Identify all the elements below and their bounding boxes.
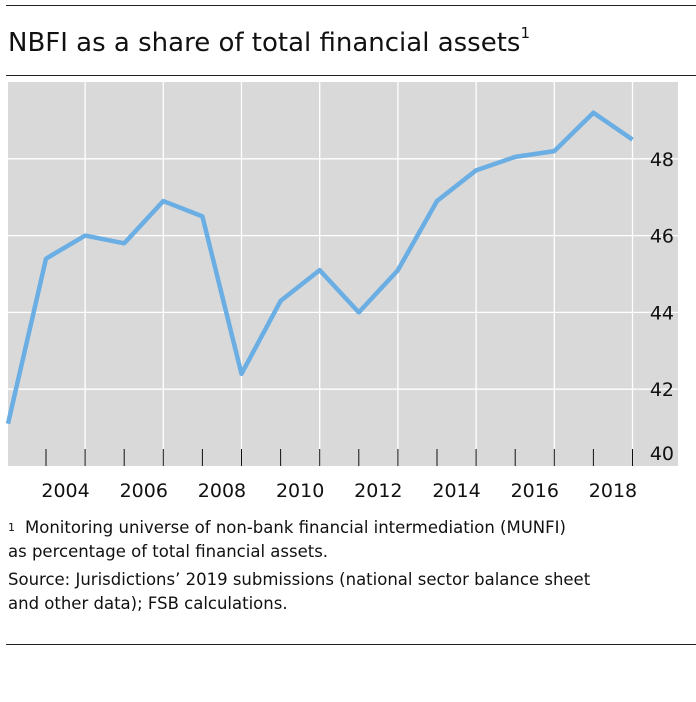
source-line-2: and other data); FSB calculations. — [8, 594, 288, 613]
y-tick-label: 40 — [650, 443, 674, 465]
x-tick-label: 2006 — [120, 480, 168, 502]
chart-title: NBFI as a share of total financial asset… — [8, 24, 530, 58]
plot-area — [8, 82, 678, 466]
x-tick-label: 2018 — [589, 480, 637, 502]
y-tick-label: 44 — [650, 302, 674, 324]
chart-title-text: NBFI as a share of total financial asset… — [8, 28, 521, 58]
footnote-line-1: Monitoring universe of non-bank financia… — [25, 518, 566, 537]
y-tick-label: 46 — [650, 226, 674, 248]
footnote: 1 Monitoring universe of non-bank financi… — [8, 516, 566, 540]
x-tick-label: 2008 — [198, 480, 246, 502]
x-tick-label: 2004 — [41, 480, 89, 502]
x-tick-label: 2014 — [432, 480, 480, 502]
title-footnote-mark: 1 — [520, 24, 531, 42]
top-rule — [6, 5, 696, 6]
y-tick-label: 42 — [650, 379, 674, 401]
source-line-1: Source: Jurisdictions’ 2019 submissions … — [8, 570, 591, 589]
x-tick-label: 2012 — [354, 480, 402, 502]
x-tick-label: 2016 — [511, 480, 559, 502]
y-tick-label: 48 — [650, 149, 674, 171]
footnote-line-2: as percentage of total financial assets. — [8, 542, 329, 561]
bottom-rule — [6, 644, 696, 645]
x-tick-label: 2010 — [276, 480, 324, 502]
title-rule — [6, 75, 696, 76]
footnote-mark: 1 — [8, 521, 15, 534]
